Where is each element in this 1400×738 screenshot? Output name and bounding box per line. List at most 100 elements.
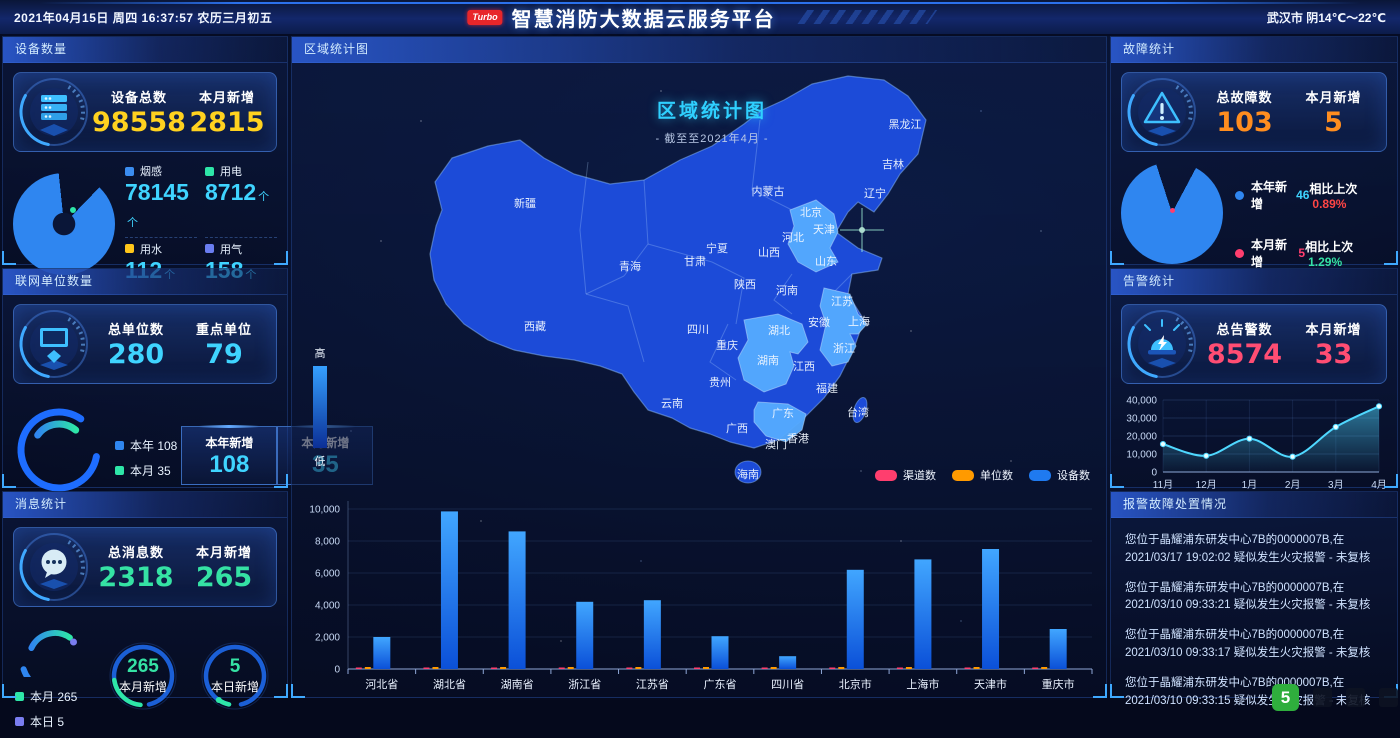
unit-legend: 本年 108 本月 35 xyxy=(115,437,177,487)
scale-gradient-bar xyxy=(313,366,327,448)
unit-gauge-chart[interactable] xyxy=(13,390,113,507)
watermark-glyph xyxy=(1313,688,1332,707)
province-label: 浙江 xyxy=(833,342,855,355)
province-label: 福建 xyxy=(816,381,838,395)
message-mini-gauge[interactable] xyxy=(13,615,97,693)
svg-text:10,000: 10,000 xyxy=(1126,450,1157,461)
circular-gauge[interactable]: 5 本日新增 xyxy=(189,630,281,722)
device-pie-chart[interactable] xyxy=(13,173,115,276)
legend-label: 用水 xyxy=(140,243,162,256)
message-panel-title: 消息统计 xyxy=(3,492,287,518)
legend-label: 本月新增 xyxy=(1251,238,1288,269)
highlighted-region xyxy=(753,401,807,443)
fault-legend-row[interactable]: 本月新增 5 相比上次 1.29% xyxy=(1235,236,1385,270)
legend-swatch xyxy=(115,440,124,450)
bar-unit xyxy=(432,667,439,669)
compare-label: 相比上次 0.89% xyxy=(1309,181,1358,211)
map-legend-item[interactable]: 渠道数 xyxy=(875,467,936,483)
legend-item[interactable]: 用电 8712 个 xyxy=(205,160,277,238)
unit-legend-item[interactable]: 本月 35 xyxy=(115,462,177,479)
device-statbox: 设备总数 98558 本月新增 2815 xyxy=(13,72,277,152)
stat-label: 本月新增 xyxy=(1305,89,1362,105)
handle-panel-title: 报警故障处置情况 xyxy=(1111,492,1397,518)
map-body: 区域统计图 - 截至至2021年4月 - 高 低 渠道数 单位数 设备数 新疆西… xyxy=(292,62,1106,697)
province-label: 北京 xyxy=(800,205,822,219)
map-legend-item[interactable]: 设备数 xyxy=(1029,467,1090,483)
brand-logo: Turbo xyxy=(467,9,503,25)
message-mini-gauge-svg xyxy=(20,629,77,693)
main-grid: 设备数量 设备总数 98558 本月新增 2815 xyxy=(2,36,1398,729)
fault-legend: 本年新增 46 相比上次 0.89% 本月新增 5 相比上次 1.29% xyxy=(1235,162,1385,294)
svg-text:8,000: 8,000 xyxy=(315,537,340,548)
watermark-glyph xyxy=(1346,688,1365,707)
province-label: 青海 xyxy=(619,259,641,273)
scale-high-label: 高 xyxy=(314,348,326,360)
stat-value: 280 xyxy=(107,338,165,370)
message-legend-item[interactable]: 本日 5 xyxy=(15,713,95,730)
message-gauges: 265 本月新增 5 本日新增 xyxy=(97,630,281,722)
stat-label: 总故障数 xyxy=(1216,89,1273,105)
alarm-message-list: 您位于晶耀浦东研发中心7B的0000007B,在2021/03/17 19:02… xyxy=(1111,518,1397,711)
handle-panel: 报警故障处置情况 您位于晶耀浦东研发中心7B的0000007B,在2021/03… xyxy=(1110,491,1398,707)
province-label: 山东 xyxy=(815,255,837,268)
datetime-text: 2021年04月15日 周四 16:37:57 农历三月初五 xyxy=(14,11,273,25)
gauge-value: 265 xyxy=(127,655,159,677)
map-legend: 渠道数 单位数 设备数 xyxy=(875,467,1090,483)
circular-gauge[interactable]: 265 本月新增 xyxy=(97,630,189,722)
legend-label: 设备数 xyxy=(1057,470,1090,482)
legend-swatch xyxy=(115,465,124,475)
top-header: 2021年04月15日 周四 16:37:57 农历三月初五 Turbo 智慧消… xyxy=(0,0,1400,36)
fault-pie-chart[interactable] xyxy=(1121,162,1223,264)
data-point xyxy=(1246,435,1253,442)
header-glow-line xyxy=(40,2,1360,4)
icon-badge-svg xyxy=(1127,78,1196,146)
legend-swatch xyxy=(1029,469,1051,481)
province-label: 澳门 xyxy=(765,437,787,451)
svg-text:11月: 11月 xyxy=(1153,479,1173,491)
svg-text:3月: 3月 xyxy=(1328,479,1344,491)
highlighted-region xyxy=(787,199,839,273)
bar-unit xyxy=(635,667,642,669)
bar-unit xyxy=(838,667,845,669)
stat-value: 8574 xyxy=(1206,338,1283,370)
message-legend-item[interactable]: 本月 265 xyxy=(15,688,95,705)
corner-decoration xyxy=(291,684,305,698)
fault-legend-row[interactable]: 本年新增 46 相比上次 0.89% xyxy=(1235,178,1385,212)
data-point xyxy=(1289,453,1296,460)
legend-item[interactable]: 烟感 78145个 xyxy=(125,160,197,238)
device-panel-title: 设备数量 xyxy=(3,37,287,63)
bar-channel xyxy=(558,667,565,669)
bar-device xyxy=(1049,629,1067,669)
bar-device xyxy=(846,569,864,669)
alarm-message: 您位于晶耀浦东研发中心7B的0000007B,在2021/03/10 09:33… xyxy=(1125,581,1371,612)
bar-unit xyxy=(364,667,371,669)
alarm-trend-chart[interactable]: 0 10,000 20,000 30,000 40,000 11月 12月 1月 2月 3月 4月 xyxy=(1117,390,1393,507)
svg-text:12月: 12月 xyxy=(1196,479,1217,491)
warning-triangle-icon xyxy=(1126,76,1198,148)
fault-panel-title: 故障统计 xyxy=(1111,37,1397,63)
corner-decoration xyxy=(274,684,288,698)
fault-statbox: 总故障数 103 本月新增 5 xyxy=(1121,72,1387,152)
data-point xyxy=(1375,403,1383,410)
map-subtitle: - 截至至2021年4月 - xyxy=(655,133,769,145)
bar-device xyxy=(914,559,932,669)
unit-legend-item[interactable]: 本年 108 xyxy=(115,437,177,454)
svg-text:北京市: 北京市 xyxy=(839,677,872,691)
province-label: 宁夏 xyxy=(706,241,728,255)
bar-unit xyxy=(973,667,980,669)
alarm-total-stat: 总告警数 8574 xyxy=(1200,319,1289,369)
center-column: 区域统计图 区域统计图 - 截至至2021年4月 - 高 低 渠道数 单位数 设… xyxy=(291,36,1107,698)
province-label: 湖南 xyxy=(757,354,779,367)
province-label: 黑龙江 xyxy=(889,118,922,131)
alarm-statbox: 总告警数 8574 本月新增 33 xyxy=(1121,304,1387,384)
data-point xyxy=(1203,452,1210,459)
corner-decoration xyxy=(2,684,16,698)
legend-dot xyxy=(1235,190,1244,200)
bar-channel xyxy=(694,667,700,669)
map-legend-item[interactable]: 单位数 xyxy=(952,467,1013,483)
svg-text:2月: 2月 xyxy=(1285,479,1301,491)
stat-label: 总消息数 xyxy=(107,544,164,560)
svg-text:上海市: 上海市 xyxy=(906,677,939,691)
province-label: 贵州 xyxy=(709,376,731,389)
